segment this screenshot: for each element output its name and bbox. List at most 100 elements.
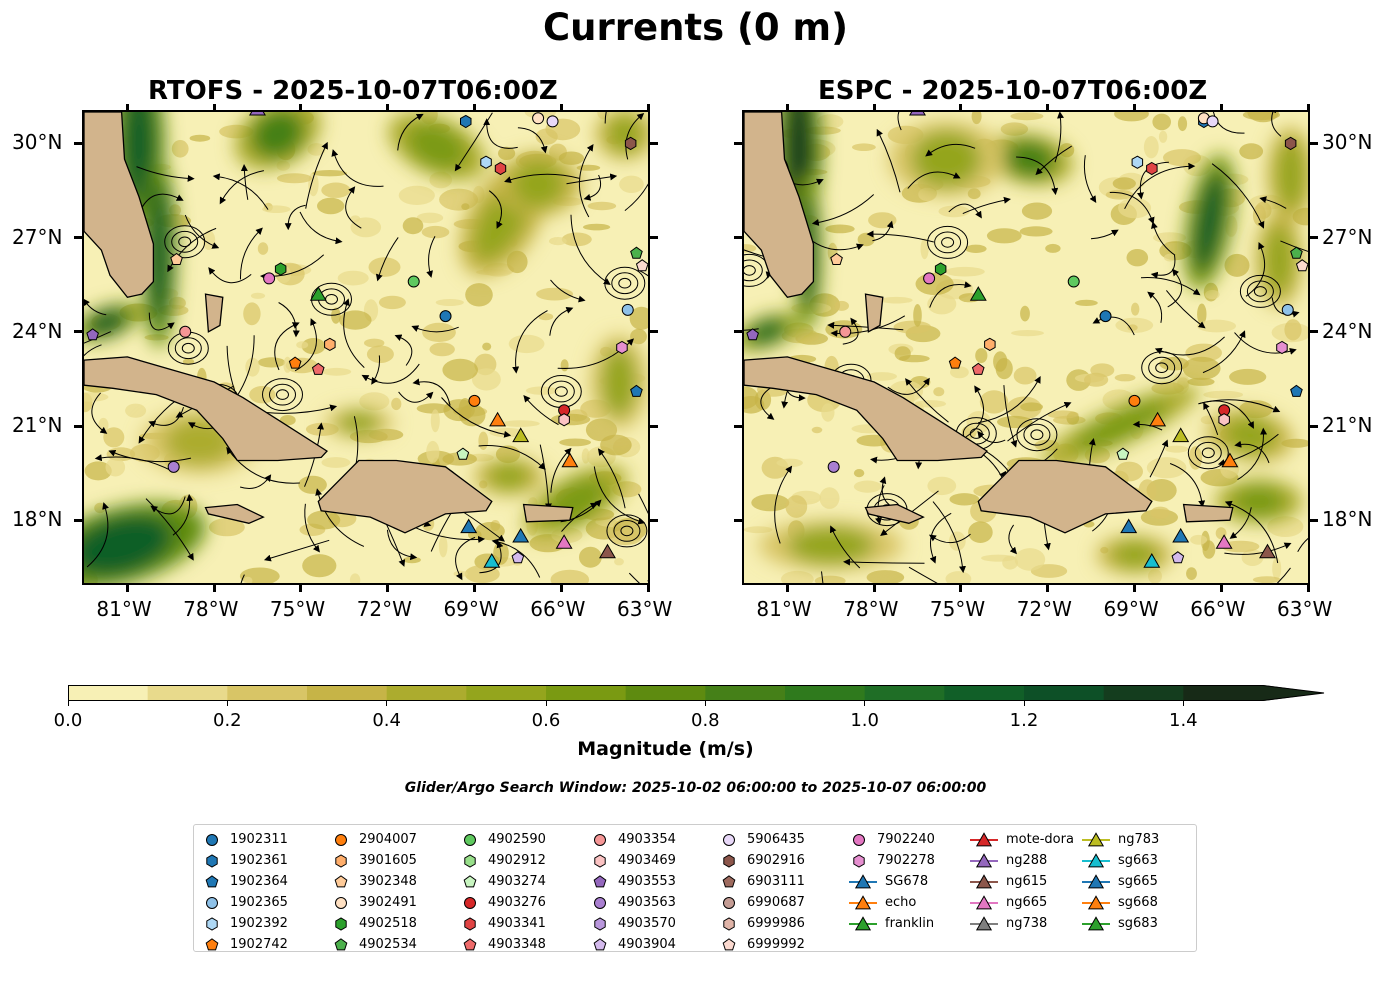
lat-tick-mark	[734, 330, 742, 334]
lon-tick-label: 69°W	[443, 597, 499, 621]
platform-1902361[interactable]	[460, 114, 472, 129]
platform-sg668[interactable]	[1221, 452, 1239, 468]
platform-7902278[interactable]	[1276, 340, 1288, 355]
platform-4903341[interactable]	[494, 161, 507, 176]
legend-label: 5906435	[747, 832, 805, 847]
legend-marker-icon	[594, 916, 606, 931]
platform-4903341[interactable]	[1146, 161, 1158, 176]
platform-4903348[interactable]	[311, 362, 325, 375]
platform-2904007[interactable]	[468, 394, 481, 407]
legend-label: franklin	[885, 916, 935, 931]
colorbar-tick-label: 0.4	[372, 710, 401, 731]
platform-4903274[interactable]	[456, 447, 470, 460]
platform-SG678[interactable]	[1120, 518, 1138, 534]
lon-tick-mark	[646, 585, 650, 592]
platform-6902916[interactable]	[624, 136, 637, 151]
legend-item: 6902916	[719, 850, 805, 871]
platform-ng615[interactable]	[1259, 543, 1276, 559]
platform-4903469[interactable]	[1218, 413, 1230, 427]
platform-1902365[interactable]	[1281, 303, 1294, 316]
platform-4902590[interactable]	[1067, 275, 1080, 288]
legend-label: echo	[885, 895, 917, 910]
colorbar-segment	[546, 685, 627, 701]
lat-tick-mark	[734, 518, 742, 522]
platform-5906435[interactable]	[546, 115, 559, 128]
platform-1902364[interactable]	[630, 384, 643, 397]
platform-echo[interactable]	[1149, 411, 1167, 427]
legend-marker-icon	[464, 896, 476, 909]
platform-4902590[interactable]	[407, 275, 420, 288]
platform-6999992[interactable]	[635, 259, 649, 272]
colorbar-segment	[307, 685, 388, 701]
legend-item: 2904007	[331, 829, 417, 850]
platform-7902240[interactable]	[263, 272, 276, 285]
platform-4902534[interactable]	[1290, 246, 1303, 259]
legend-label: 4903553	[618, 874, 676, 889]
platform-4903904[interactable]	[511, 551, 525, 564]
platform-sg665[interactable]	[512, 527, 530, 543]
platform-1902742[interactable]	[288, 356, 302, 369]
legend-marker-icon	[334, 874, 348, 887]
platform-4902518[interactable]	[934, 262, 947, 276]
legend-label: 4903348	[488, 937, 546, 952]
platform-4903553[interactable]	[746, 328, 759, 341]
platform-1902364[interactable]	[1290, 384, 1303, 397]
map-panel-espc[interactable]	[742, 110, 1310, 585]
platform-sg665[interactable]	[1172, 527, 1190, 543]
map-panel-rtofs[interactable]	[82, 110, 650, 585]
legend-marker-icon	[1082, 852, 1110, 867]
legend-label: 6903111	[747, 874, 805, 889]
platform-sg663[interactable]	[1143, 552, 1161, 568]
platform-3901605[interactable]	[324, 337, 336, 351]
platform-2904007[interactable]	[1128, 394, 1141, 407]
platform-4903354[interactable]	[179, 325, 192, 338]
platform-ng615[interactable]	[599, 543, 616, 559]
platform-4903553[interactable]	[86, 328, 99, 341]
platform-ng665[interactable]	[555, 534, 573, 549]
platform-1902311[interactable]	[1099, 310, 1112, 323]
platform-4902518[interactable]	[274, 262, 287, 276]
platform-ng783[interactable]	[512, 427, 530, 443]
platform-1902311[interactable]	[439, 310, 452, 323]
platform-sg663[interactable]	[483, 552, 501, 568]
platform-4902534[interactable]	[630, 246, 643, 259]
platform-6902916[interactable]	[1284, 136, 1297, 151]
platform-franklin[interactable]	[969, 286, 987, 301]
platform-1902392[interactable]	[480, 155, 492, 169]
platform-6999992[interactable]	[1295, 259, 1309, 272]
platform-7902278[interactable]	[616, 340, 628, 355]
platform-franklin[interactable]	[309, 286, 327, 301]
platform-3901605[interactable]	[984, 337, 996, 351]
platform-4903563[interactable]	[827, 460, 840, 473]
platform-1902392[interactable]	[1131, 155, 1144, 169]
platform-1902365[interactable]	[621, 303, 634, 316]
lon-tick-label: 78°W	[183, 597, 239, 621]
platform-3902348[interactable]	[830, 252, 843, 265]
lon-tick-label: 78°W	[843, 597, 899, 621]
platform-sg668[interactable]	[561, 452, 579, 468]
legend-label: 3902491	[359, 895, 417, 910]
platform-3902348[interactable]	[170, 252, 183, 265]
platform-4903563[interactable]	[167, 460, 180, 473]
platform-7902240[interactable]	[923, 272, 936, 285]
lon-tick-mark	[785, 104, 789, 111]
platform-ng665[interactable]	[1215, 534, 1233, 549]
platform-4903469[interactable]	[558, 413, 570, 427]
legend-label: 1902311	[230, 832, 288, 847]
platform-5906435[interactable]	[1206, 115, 1219, 128]
platform-4903904[interactable]	[1171, 551, 1185, 564]
platform-4903354[interactable]	[839, 325, 852, 338]
platform-echo[interactable]	[489, 411, 507, 427]
legend-marker-icon	[722, 937, 736, 950]
legend-column: ng783 sg663 sg665 sg668 sg683	[1082, 829, 1159, 934]
platform-ng288[interactable]	[249, 112, 266, 116]
platform-3902491[interactable]	[532, 112, 545, 125]
platform-SG678[interactable]	[460, 518, 478, 534]
platform-1902742[interactable]	[948, 356, 962, 369]
platform-4903348[interactable]	[971, 362, 985, 375]
colorbar-segment	[1103, 685, 1184, 701]
colorbar-segment	[466, 685, 547, 701]
platform-ng288[interactable]	[909, 112, 926, 116]
platform-4903274[interactable]	[1116, 447, 1130, 460]
platform-ng783[interactable]	[1172, 427, 1190, 443]
